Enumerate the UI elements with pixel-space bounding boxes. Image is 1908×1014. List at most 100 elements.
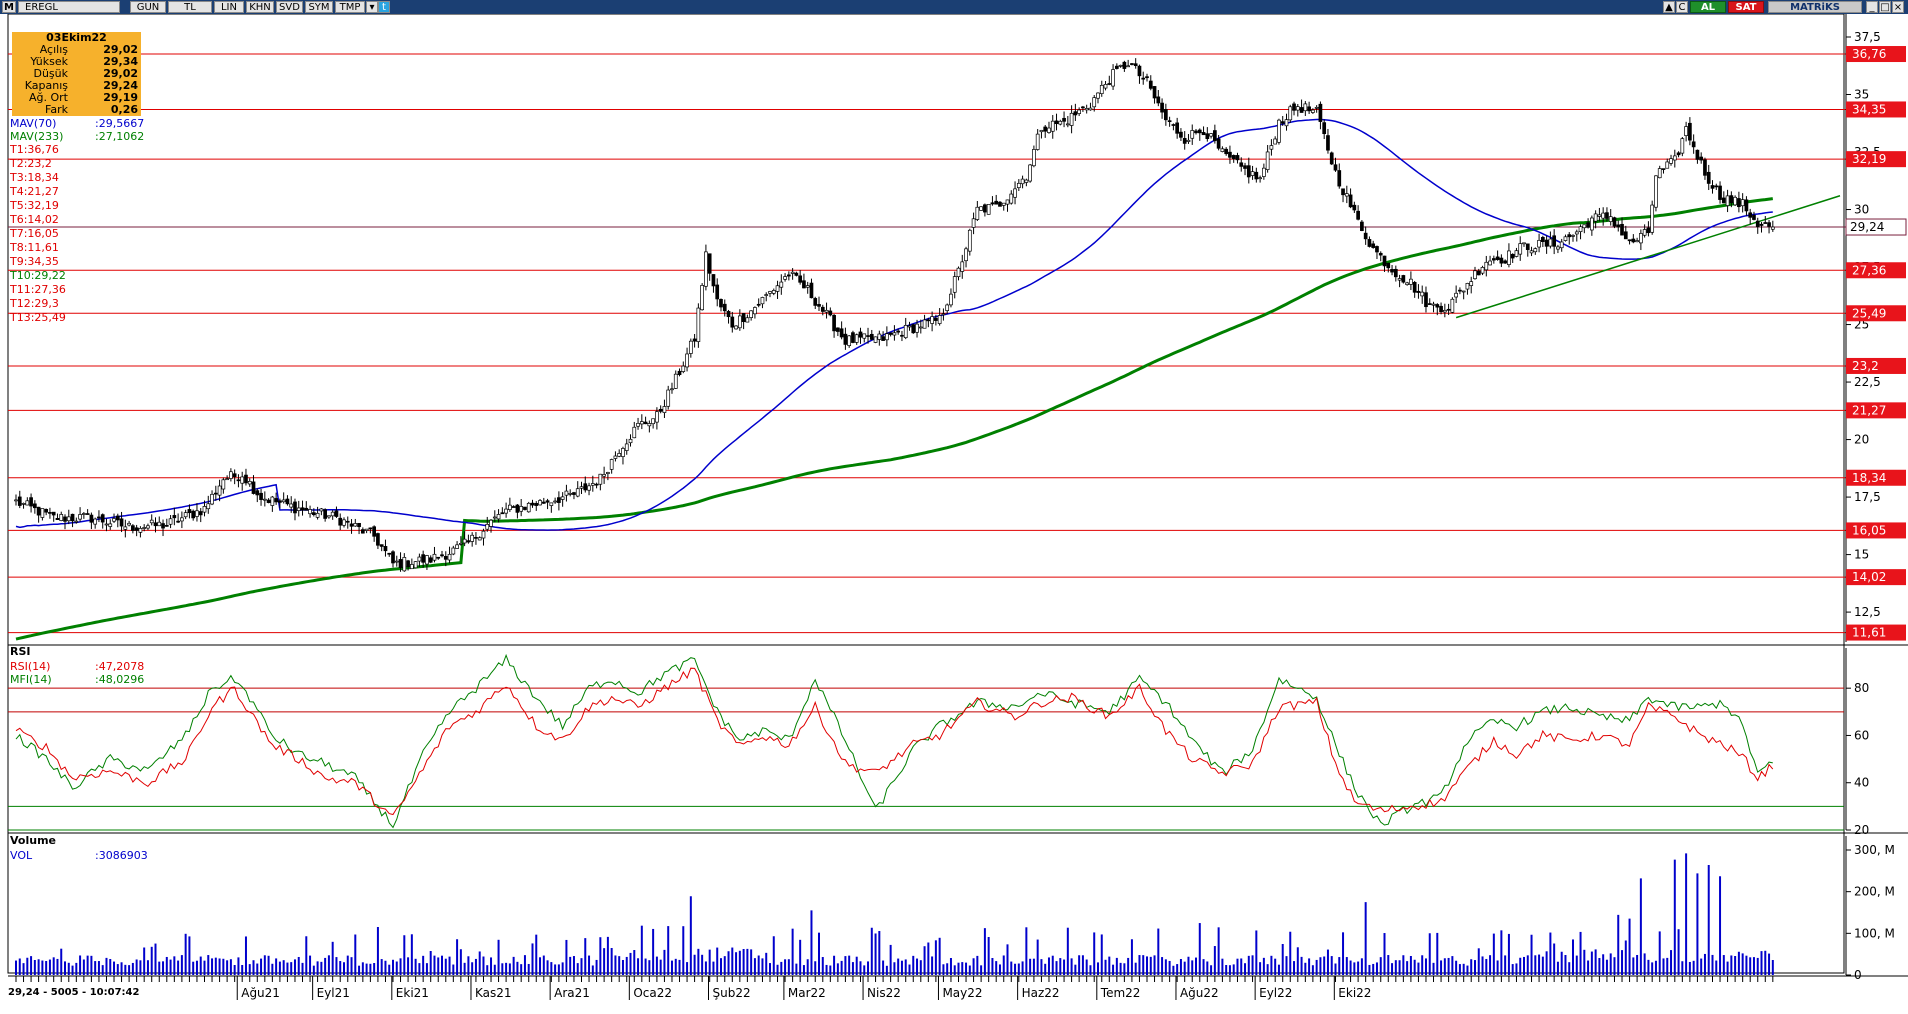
symbol-field[interactable]: EREGL xyxy=(18,1,120,13)
candle-body xyxy=(1672,155,1677,161)
candle-body xyxy=(771,290,776,294)
sell-button[interactable]: SAT xyxy=(1728,1,1764,13)
chart-settings-icon[interactable]: ▲ xyxy=(1663,1,1675,13)
candle-body xyxy=(734,325,738,330)
candle-body xyxy=(1182,138,1187,144)
toolbar-button-khn[interactable]: KHN xyxy=(246,1,274,13)
trend-level-label: T1:36,76 xyxy=(10,143,59,156)
candle-body xyxy=(1209,133,1213,137)
candle-body xyxy=(1646,227,1651,234)
candle-body xyxy=(417,556,422,562)
candle-body xyxy=(477,537,482,541)
candle-body xyxy=(1179,131,1183,138)
candle-body xyxy=(357,522,361,528)
candle-body xyxy=(677,370,682,375)
info-value: 0,26 xyxy=(110,103,138,116)
menu-icon[interactable]: M xyxy=(2,1,16,13)
candle-body xyxy=(1586,222,1590,228)
candle-body xyxy=(240,476,245,484)
month-label: Oca22 xyxy=(633,986,672,1000)
candle-body xyxy=(319,508,324,512)
level-label: 25,49 xyxy=(1852,306,1886,320)
trend-level-label: T4:21,27 xyxy=(10,185,59,198)
candle-body xyxy=(1024,179,1029,183)
candle-body xyxy=(17,496,22,506)
candle-body xyxy=(1627,239,1632,242)
candle-body xyxy=(44,508,49,513)
minimize-icon[interactable]: _ xyxy=(1866,1,1878,13)
candle-body xyxy=(1114,65,1119,69)
candle-body xyxy=(854,334,859,343)
candle-body xyxy=(398,559,403,568)
candle-body xyxy=(1473,270,1477,280)
candle-body xyxy=(500,512,505,515)
candle-body xyxy=(202,506,207,513)
month-label: Eyl21 xyxy=(317,986,350,1000)
toolbar-button-gun[interactable]: GUN xyxy=(130,1,166,13)
candle-body xyxy=(564,490,569,496)
buy-button[interactable]: AL xyxy=(1690,1,1726,13)
candle-body xyxy=(278,500,282,503)
price-tick-label: 30 xyxy=(1854,203,1869,217)
candle-body xyxy=(809,282,814,299)
candle-body xyxy=(89,514,94,523)
candle-body xyxy=(59,514,64,521)
info-label: Yüksek xyxy=(30,55,68,68)
candle-body xyxy=(1639,233,1643,244)
candle-body xyxy=(112,518,116,522)
toolbar-button-sym[interactable]: SYM xyxy=(305,1,333,13)
mav70-label: MAV(70) :29,5667 xyxy=(10,117,144,130)
twitter-icon[interactable]: t xyxy=(378,1,390,13)
candle-body xyxy=(990,202,995,205)
rsi-value: :47,2078 xyxy=(95,660,145,673)
candle-body xyxy=(1571,235,1575,237)
candle-body xyxy=(1642,229,1647,236)
candle-body xyxy=(609,459,614,470)
chart-frame xyxy=(7,14,1845,974)
trend-level-label: T5:32,19 xyxy=(10,199,59,212)
candle-body xyxy=(1228,151,1232,158)
dropdown-icon[interactable]: ▾ xyxy=(366,1,378,13)
restore-icon[interactable]: □ xyxy=(1879,1,1891,13)
price-tick-label: 22,5 xyxy=(1854,375,1881,389)
candle-body xyxy=(300,507,305,511)
candle-body xyxy=(1729,195,1734,203)
candle-body xyxy=(1620,223,1624,236)
toolbar-button-lin[interactable]: LIN xyxy=(214,1,244,13)
candle-body xyxy=(1691,141,1696,148)
candle-body xyxy=(824,309,829,313)
info-label: Fark xyxy=(45,103,68,116)
candle-body xyxy=(1009,193,1014,204)
candle-body xyxy=(820,306,825,312)
toolbar-button-svd[interactable]: SVD xyxy=(276,1,303,13)
candle-body xyxy=(511,506,516,508)
candle-body xyxy=(251,481,256,494)
level-label: 34,35 xyxy=(1852,102,1886,116)
candle-body xyxy=(1013,188,1017,198)
close-icon[interactable]: × xyxy=(1892,1,1904,13)
candle-body xyxy=(1005,199,1010,205)
candle-body xyxy=(655,411,659,423)
candle-body xyxy=(1326,135,1330,151)
candle-body xyxy=(915,323,919,333)
candle-body xyxy=(1292,103,1296,111)
refresh-icon[interactable]: C xyxy=(1676,1,1688,13)
toolbar-button-tmp[interactable]: TMP xyxy=(335,1,365,13)
info-label: Kapanış xyxy=(24,79,68,92)
level-label: 11,61 xyxy=(1852,626,1886,640)
candle-body xyxy=(1680,138,1685,154)
candle-body xyxy=(1213,130,1217,142)
price-tick-label: 12,5 xyxy=(1854,605,1881,619)
toolbar-button-tl[interactable]: TL xyxy=(168,1,212,13)
candle-body xyxy=(639,421,644,425)
candle-body xyxy=(606,472,610,474)
candle-body xyxy=(971,218,976,228)
candle-body xyxy=(1148,80,1153,89)
rsi-tick-label: 20 xyxy=(1854,823,1869,837)
candle-body xyxy=(1412,282,1417,293)
month-label: Nis22 xyxy=(867,986,901,1000)
candle-body xyxy=(1156,96,1161,104)
info-row: Fark 0,26 xyxy=(12,104,141,116)
last-price-label: 29,24 xyxy=(1850,220,1884,234)
level-label: 18,34 xyxy=(1852,471,1886,485)
